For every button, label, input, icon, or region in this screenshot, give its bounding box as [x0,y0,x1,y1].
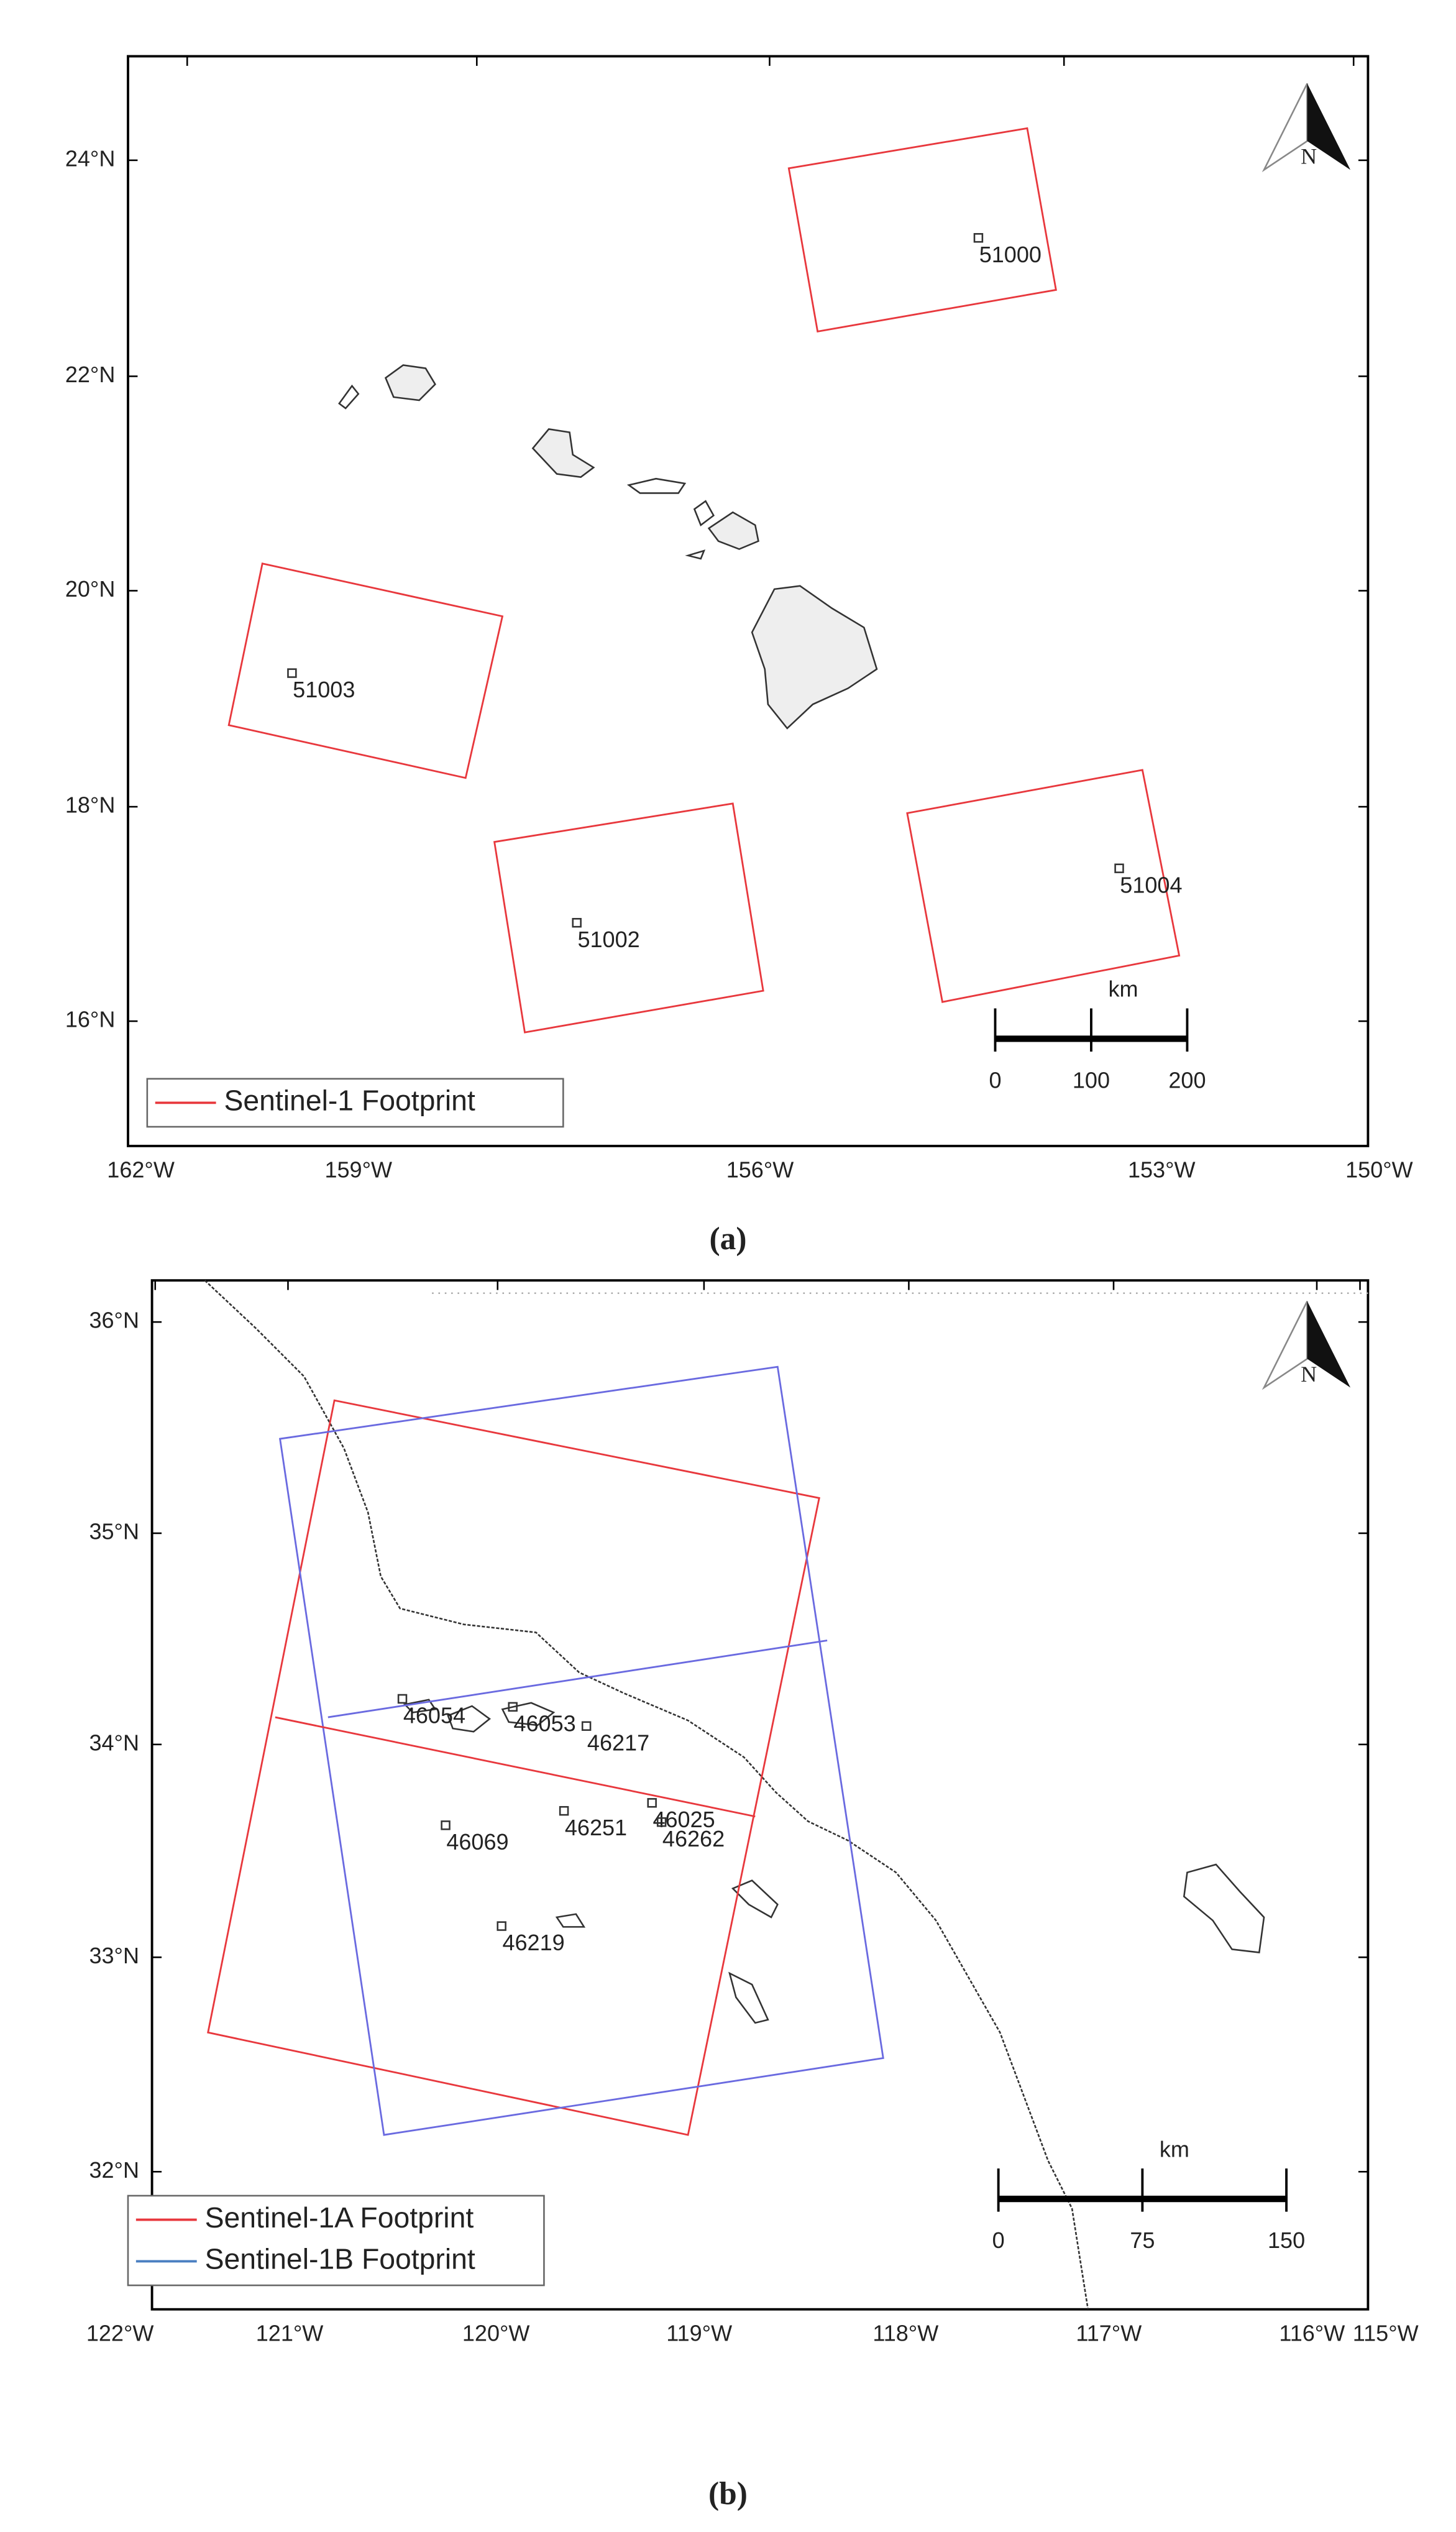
lon-label: 117°W [1076,2320,1142,2346]
lat-label: 24°N [65,145,116,171]
footprint-edge [275,1716,756,1818]
buoy [287,668,297,678]
lat-label: 36°N [89,1308,139,1333]
lon-label: 115°W [1353,2320,1419,2346]
scale-unit: km [1160,2136,1189,2162]
buoy-label: 46025 [652,1807,715,1832]
buoy [973,233,984,243]
buoy-label: 46251 [565,1815,627,1840]
footprint [278,1365,884,2136]
buoy-label: 46053 [513,1710,575,1736]
footprint [787,127,1057,333]
buoy [497,1921,506,1931]
caption: (b) [708,2476,748,2511]
lon-label: 150°W [1345,1157,1413,1183]
lat-label: 20°N [65,576,116,602]
lat-label: 35°N [89,1518,139,1544]
lat-label: 34°N [89,1730,139,1755]
lat-label: 32°N [89,2157,139,2183]
buoy-label: 51002 [577,927,639,952]
buoy [508,1702,518,1712]
footprint [493,802,764,1034]
lon-label: 121°W [256,2320,324,2346]
north-label: N [1301,1362,1317,1387]
buoy [656,1817,667,1827]
buoy [647,1798,657,1808]
lat-label: 18°N [65,792,116,818]
panel-b-decor [150,1279,1370,2311]
buoy-label: 46262 [662,1826,725,1851]
lon-label: 162°W [107,1157,175,1183]
scale-label: 0 [992,2227,1005,2253]
scale-unit: km [1108,976,1138,1002]
lon-label: 122°W [86,2320,154,2346]
buoy-label: 51004 [1120,872,1182,897]
buoy [572,917,582,928]
lat-label: 22°N [65,362,116,387]
scale-label: 150 [1268,2227,1305,2253]
legend-label: Sentinel-1A Footprint [205,2201,474,2234]
lon-label: 118°W [872,2320,938,2346]
buoy [559,1805,569,1816]
scale-label: 100 [1073,1067,1110,1093]
buoy [1114,863,1124,873]
footprint [906,769,1181,1003]
legend-label: Sentinel-1B Footprint [205,2243,475,2275]
lat-label: 16°N [65,1007,116,1032]
footprint [207,1399,820,2136]
caption: (a) [709,1221,746,1257]
buoy-label: 46069 [446,1829,508,1855]
buoy [441,1820,451,1830]
north-label: N [1301,144,1317,169]
footprint [227,562,504,779]
lon-label: 116°W [1279,2320,1345,2346]
scale-label: 75 [1130,2227,1155,2253]
legend-box [127,2195,545,2287]
panel-a-decor [127,55,1370,1147]
lon-label: 153°W [1128,1157,1196,1183]
footprint-edge [327,1640,828,1718]
lon-label: 119°W [666,2320,732,2346]
north-arrow-right [1307,1301,1351,1388]
buoy-label: 46054 [403,1703,465,1728]
buoy [581,1721,592,1731]
buoy-label: 46219 [502,1930,564,1955]
legend-label: Sentinel-1 Footprint [224,1085,475,1117]
buoy [397,1694,408,1704]
scale-label: 0 [989,1067,1001,1093]
lon-label: 159°W [324,1157,392,1183]
lat-label: 33°N [89,1943,139,1968]
scale-label: 200 [1168,1067,1206,1093]
lon-label: 156°W [726,1157,794,1183]
legend-box [146,1078,564,1128]
buoy-label: 46217 [587,1730,649,1755]
lon-label: 120°W [462,2320,530,2346]
buoy-label: 51003 [293,677,355,702]
buoy-label: 51000 [979,242,1042,267]
